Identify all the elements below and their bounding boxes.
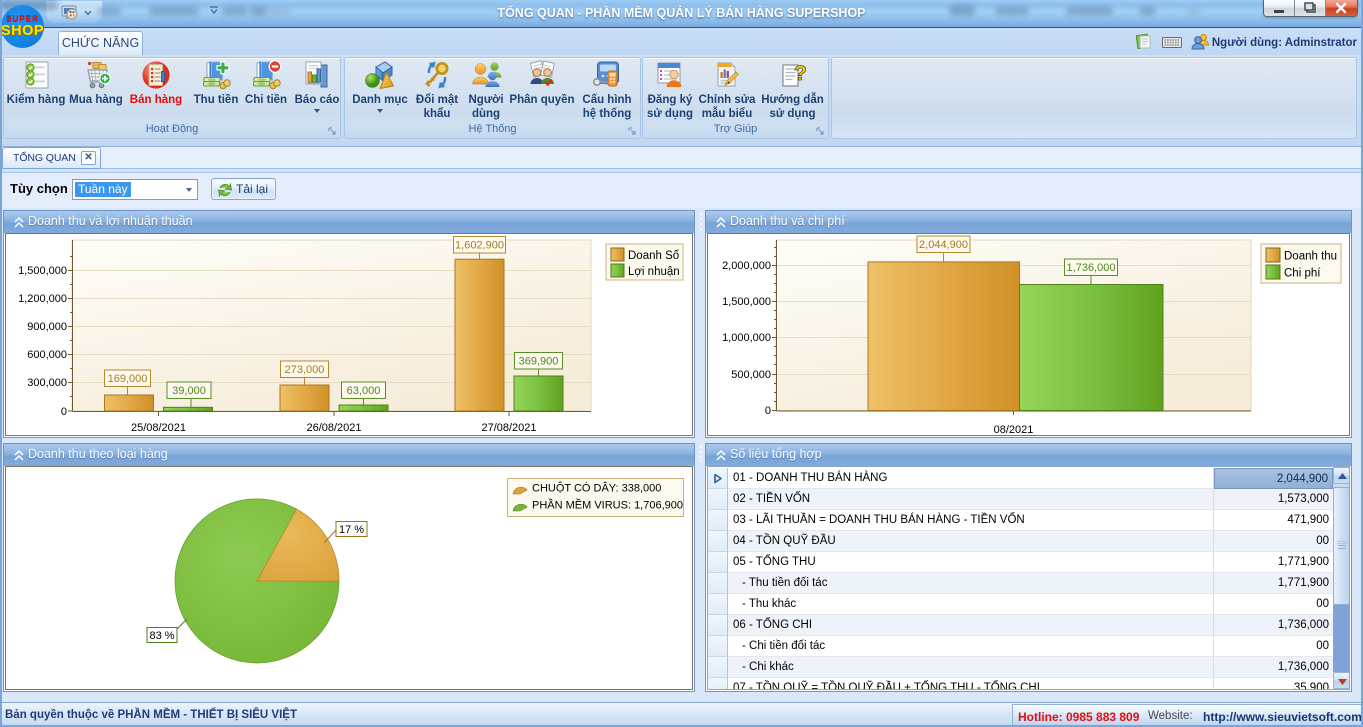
svg-text:1,000,000: 1,000,000	[722, 332, 771, 344]
svg-text:39,000: 39,000	[172, 385, 206, 397]
svg-text:17 %: 17 %	[339, 524, 364, 536]
svg-text:500,000: 500,000	[731, 369, 771, 381]
svg-text:600,000: 600,000	[27, 349, 67, 361]
svg-text:900,000: 900,000	[27, 321, 67, 333]
svg-text:26/08/2021: 26/08/2021	[306, 422, 361, 434]
svg-text:1,500,000: 1,500,000	[18, 265, 67, 277]
svg-text:PHẦN MỀM VIRUS: 1,706,900: PHẦN MỀM VIRUS: 1,706,900	[532, 499, 683, 512]
svg-text:1,602,900: 1,602,900	[455, 240, 504, 252]
svg-text:Chi phí: Chi phí	[1284, 268, 1321, 280]
svg-text:300,000: 300,000	[27, 377, 67, 389]
svg-text:1,736,000: 1,736,000	[1067, 262, 1116, 274]
svg-text:169,000: 169,000	[108, 373, 148, 385]
svg-text:1,500,000: 1,500,000	[722, 296, 771, 308]
svg-text:Doanh Số: Doanh Số	[628, 250, 680, 262]
svg-text:Doanh thu: Doanh thu	[1284, 251, 1337, 263]
svg-text:83 %: 83 %	[149, 630, 174, 642]
svg-text:369,900: 369,900	[519, 356, 559, 368]
svg-text:CHUỘT CÓ DÂY: 338,000: CHUỘT CÓ DÂY: 338,000	[532, 482, 661, 495]
svg-text:2,044,900: 2,044,900	[919, 239, 968, 251]
svg-text:0: 0	[61, 406, 67, 418]
svg-text:27/08/2021: 27/08/2021	[481, 422, 536, 434]
svg-text:63,000: 63,000	[347, 385, 381, 397]
svg-text:0: 0	[765, 405, 771, 417]
svg-text:2,000,000: 2,000,000	[722, 260, 771, 272]
svg-text:Lợi nhuận: Lợi nhuận	[628, 266, 680, 278]
svg-text:1,200,000: 1,200,000	[18, 293, 67, 305]
svg-text:08/2021: 08/2021	[994, 424, 1034, 436]
svg-text:25/08/2021: 25/08/2021	[131, 422, 186, 434]
svg-text:?: ?	[794, 62, 807, 85]
svg-text:273,000: 273,000	[285, 364, 325, 376]
